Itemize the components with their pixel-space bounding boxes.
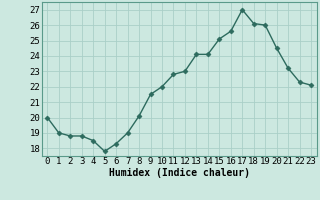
X-axis label: Humidex (Indice chaleur): Humidex (Indice chaleur) [109, 168, 250, 178]
